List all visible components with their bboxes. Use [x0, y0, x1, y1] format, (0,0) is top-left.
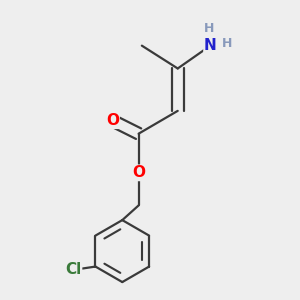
Text: O: O	[106, 113, 119, 128]
Text: Cl: Cl	[65, 262, 81, 277]
Text: O: O	[132, 165, 145, 180]
Text: H: H	[203, 22, 214, 35]
Text: N: N	[204, 38, 217, 53]
Text: H: H	[222, 37, 232, 50]
